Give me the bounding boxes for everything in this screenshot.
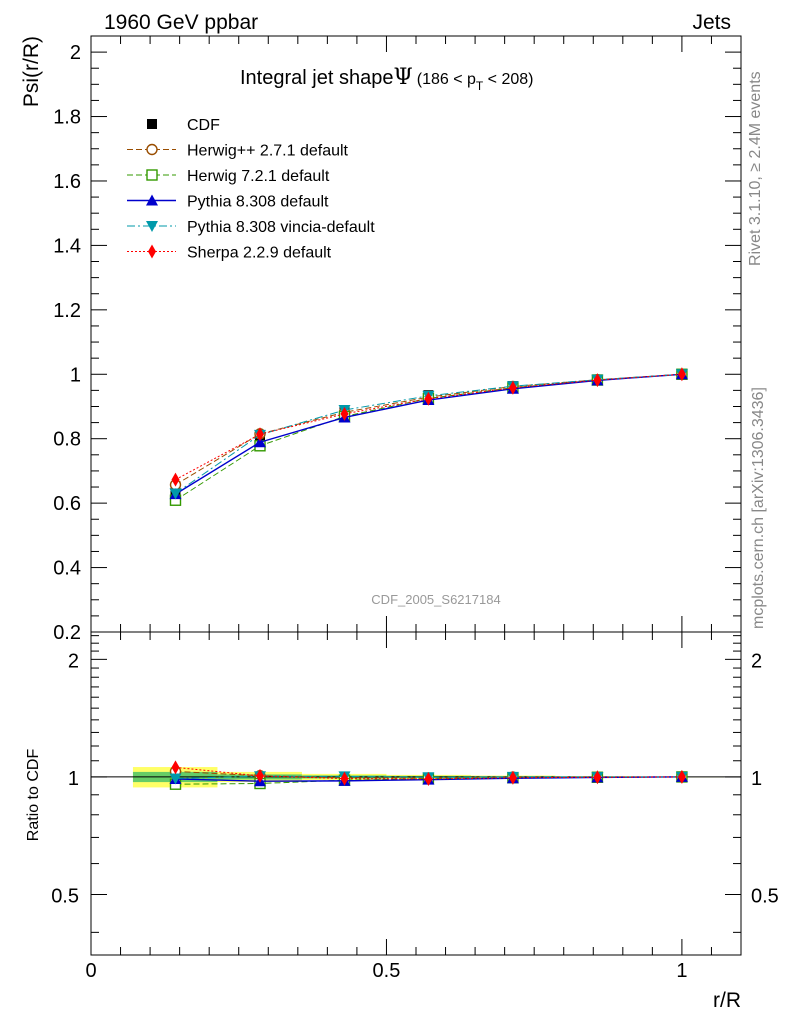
- main-plot-title-range-post: < 208): [483, 71, 533, 88]
- main-y-tick-label: 0.6: [53, 493, 81, 515]
- ratio-data-point: [508, 770, 517, 785]
- ratio-y-tick-label: 0.5: [51, 886, 79, 908]
- legend-marker: [146, 221, 158, 232]
- legend-label: Herwig++ 2.7.1 default: [187, 143, 349, 160]
- ratio-data-point: [424, 771, 433, 786]
- data-point: [677, 367, 686, 382]
- legend-item-pythia-8-308-vincia-default: Pythia 8.308 vincia-default: [127, 219, 375, 236]
- main-y-tick-label: 1.2: [53, 300, 81, 322]
- ratio-y-tick-label-right: 0.5: [751, 886, 779, 908]
- ratio-y-tick-label-right: 1: [751, 768, 762, 790]
- mcplots-label: mcplots.cern.ch [arXiv:1306.3436]: [750, 387, 767, 629]
- data-point: [508, 380, 517, 395]
- data-point: [593, 373, 602, 388]
- data-point: [424, 391, 433, 406]
- legend-item-herwig-7-2-1-default: Herwig 7.2.1 default: [127, 168, 330, 185]
- data-point: [169, 488, 182, 500]
- ratio-data-point: [171, 760, 180, 775]
- main-y-tick-label: 1.4: [53, 235, 81, 257]
- ratio-y-tick-label: 2: [68, 650, 79, 672]
- main-plot-panel: CDF_2005_S6217184 0.2 0.4 0.6 0.8 1 1.2 1.4 1.6…: [20, 35, 742, 644]
- main-y-tick-label: 1.6: [53, 171, 81, 193]
- main-plot-title: Integral jet shapeΨ (186 < pT < 208): [240, 65, 534, 93]
- series-pythia-8-308-vincia-default: [169, 369, 688, 500]
- ratio-data-point: [169, 773, 182, 785]
- main-y-tick-label: 0.2: [53, 622, 81, 644]
- main-y-tick-label: 0.8: [53, 429, 81, 451]
- main-y-axis-label: Psi(r/R): [20, 36, 43, 107]
- header-right: Jets: [692, 11, 731, 34]
- ratio-data-point: [256, 768, 264, 783]
- legend-item-sherpa-2-2-9-default: Sherpa 2.2.9 default: [127, 244, 332, 262]
- data-point: [256, 427, 264, 442]
- main-plot-title-range-sub: T: [476, 79, 484, 93]
- legend-marker: [146, 169, 158, 181]
- ratio-plot-panel: 0.5 0.5 1 1 2 2 0 0.5 1 Ratio to CDF r/R: [25, 631, 779, 1012]
- main-y-tick-label: 1: [70, 364, 81, 386]
- main-plot-title-range-pre: (186 < p: [417, 71, 476, 88]
- legend-label: Pythia 8.308 default: [187, 194, 329, 211]
- series-line: [175, 373, 682, 481]
- ratio-y-axis-label: Ratio to CDF: [25, 749, 42, 842]
- x-tick-label: 0.5: [373, 960, 401, 982]
- x-tick-label: 0: [85, 960, 96, 982]
- legend-label: CDF: [187, 117, 220, 134]
- legend-item-pythia-8-308-default: Pythia 8.308 default: [127, 194, 329, 211]
- header-left: 1960 GeV ppbar: [104, 11, 258, 34]
- legend-marker: [146, 143, 158, 156]
- legend-marker: [147, 119, 157, 129]
- analysis-watermark: CDF_2005_S6217184: [371, 592, 500, 607]
- legend-item-cdf: CDF: [147, 117, 220, 134]
- data-point: [340, 406, 349, 421]
- data-point: [171, 472, 180, 487]
- legend-marker: [146, 194, 158, 206]
- ratio-y-tick-label-right: 2: [751, 650, 762, 672]
- main-plot-title-symbol: Ψ: [393, 65, 412, 90]
- x-tick-label: 1: [676, 960, 687, 982]
- legend: CDF Herwig++ 2.7.1 default Herwig 7.2.1 de…: [127, 117, 375, 262]
- main-y-tick-label: 0.4: [53, 558, 81, 580]
- ratio-data-point: [340, 771, 349, 786]
- series-herwig-7-2-1-default: [169, 368, 688, 506]
- legend-item-herwig-2-7-1-default: Herwig++ 2.7.1 default: [127, 143, 349, 160]
- ratio-plot-frame: [90, 631, 742, 956]
- series-cdf: [170, 369, 687, 498]
- ratio-data-point: [677, 769, 686, 784]
- ratio-y-tick-label: 1: [68, 768, 79, 790]
- legend-marker: [148, 244, 156, 259]
- ratio-data-point: [593, 770, 602, 785]
- ratio-series-sherpa-2-2-9-default: [171, 760, 686, 786]
- legend-label: Pythia 8.308 vincia-default: [187, 219, 375, 236]
- rivet-label: Rivet 3.1.10, ≥ 2.4M events: [747, 71, 764, 266]
- data-point: [254, 436, 266, 448]
- main-plot-title-text: Integral jet shape: [240, 67, 393, 89]
- legend-label: Herwig 7.2.1 default: [187, 168, 330, 185]
- main-y-tick-label: 1.8: [53, 107, 81, 129]
- series-sherpa-2-2-9-default: [171, 367, 686, 487]
- series-pythia-8-308-default: [169, 368, 688, 500]
- main-y-tick-label: 2: [70, 42, 81, 64]
- series-herwig-2-7-1-default: [169, 368, 688, 491]
- x-axis-label: r/R: [713, 989, 741, 1012]
- legend-label: Sherpa 2.2.9 default: [187, 245, 332, 262]
